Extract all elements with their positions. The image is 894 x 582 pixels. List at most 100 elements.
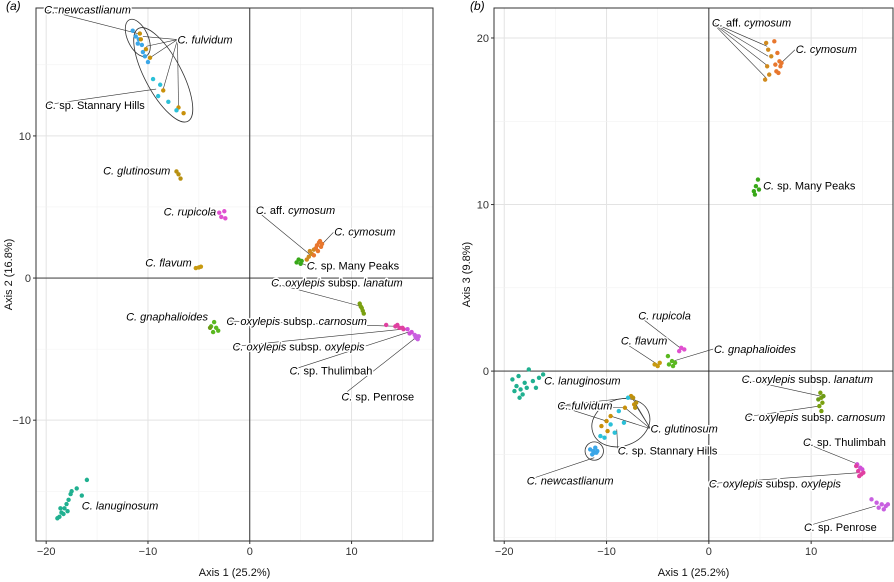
label-part: C. fulvidum [557,400,612,412]
x-axis-title: Axis 1 (25.2%) [199,567,271,579]
label-part: sp. Stannary Hills [56,100,145,112]
series-aff_cymosum [762,40,774,82]
data-point [176,172,181,177]
point-label: C. rupicola [638,310,691,322]
y-tick-label: −10 [12,415,31,427]
data-point [314,243,320,248]
data-point [755,177,761,182]
label-part: subsp. [280,316,319,328]
series-newcastlianum [130,28,151,65]
data-point [533,385,539,390]
series-oxylepis [383,322,406,332]
x-tick-label: 10 [805,546,817,558]
data-point [605,428,610,434]
data-point [655,363,660,369]
point-label: C. flavum [621,335,667,347]
leader-line [741,378,821,397]
point-label: C. sp. Stannary Hills [45,100,145,112]
series-carnosum [207,325,213,330]
series-rupicola [217,209,228,221]
label-part: sp. Stannary Hills [629,445,718,457]
label-part: C. [45,100,56,112]
data-point [763,40,769,46]
data-point [516,373,521,379]
data-point [315,248,321,254]
data-point [139,42,145,48]
point-label: C. aff. cymosum [256,205,335,217]
data-point [879,502,884,507]
data-point [634,400,639,405]
data-point [764,64,770,69]
data-point [762,77,768,82]
data-point [608,422,613,427]
label-part: carnosum [319,316,367,328]
leader-line [145,39,178,47]
data-point [821,393,826,399]
data-point [61,511,66,517]
point-label: C. sp. Thulimbah [803,437,886,449]
label-part: cymosum [288,205,335,217]
point-label: C. newcastlianum [527,475,614,487]
data-point [524,385,529,390]
data-point [147,55,153,60]
point-label: C. oxylepis subsp. carnosum [745,412,886,424]
label-part: C. fulvidum [177,35,232,47]
series-many_peaks [751,177,762,197]
data-point [820,400,825,405]
point-label: C. sp. Stannary Hills [618,445,718,457]
data-point [207,325,213,330]
data-point [210,329,216,335]
data-point [817,403,822,409]
leader-line [744,405,820,418]
data-point [299,258,304,264]
label-part: oxylepis [801,479,841,491]
data-point [130,28,135,33]
label-part: C. newcastlianum [44,5,131,17]
data-point [881,507,886,512]
data-point [632,405,638,410]
data-point [140,49,146,55]
leader-line [226,320,401,327]
data-point [383,322,389,328]
label-part: C. [341,391,352,403]
panel-a: −20 −10 0 10 −10 0 10 Axis 1 (25.2%) Axis 2 (16.… [3,0,434,579]
x-tick-label: −20 [37,546,56,558]
data-point [885,502,891,507]
data-point [876,505,881,510]
data-point [178,176,183,181]
label-part: C. [712,17,723,29]
label-part: lanatum [834,374,873,386]
data-point [196,265,202,270]
panel-label: (b) [470,0,485,13]
label-part: C. glutinosum [651,424,718,436]
point-label: C. oxylepis subsp. oxylepis [709,479,842,491]
data-point [361,311,366,316]
data-point [517,395,522,400]
data-point [405,327,410,332]
series-gnaphalioides [665,353,678,369]
data-point [599,423,604,429]
label-part: C. rupicola [164,207,217,219]
data-point [608,413,613,419]
label-part: subsp. [795,374,834,386]
data-point [778,64,783,69]
leader-line [162,39,178,90]
label-part: C. oxylepis [709,479,763,491]
group-ellipse [133,27,194,123]
y-tick-label: 0 [483,366,489,378]
data-point [133,34,138,39]
point-label: C. lanuginosum [82,501,158,513]
data-point [138,37,144,42]
x-axis-title: Axis 1 (25.2%) [658,567,730,579]
y-tick-label: 10 [477,200,489,212]
label-part: sp. Thulimbah [814,437,886,449]
data-point [319,241,325,247]
data-point [514,383,519,389]
series-rupicola [676,345,687,354]
series-penrose [869,497,891,512]
leader-line [289,331,409,371]
label-part: sp. Many Peaks [774,181,856,193]
data-point [776,70,781,76]
point-label: C. glutinosum [651,424,718,436]
data-point [874,500,879,505]
